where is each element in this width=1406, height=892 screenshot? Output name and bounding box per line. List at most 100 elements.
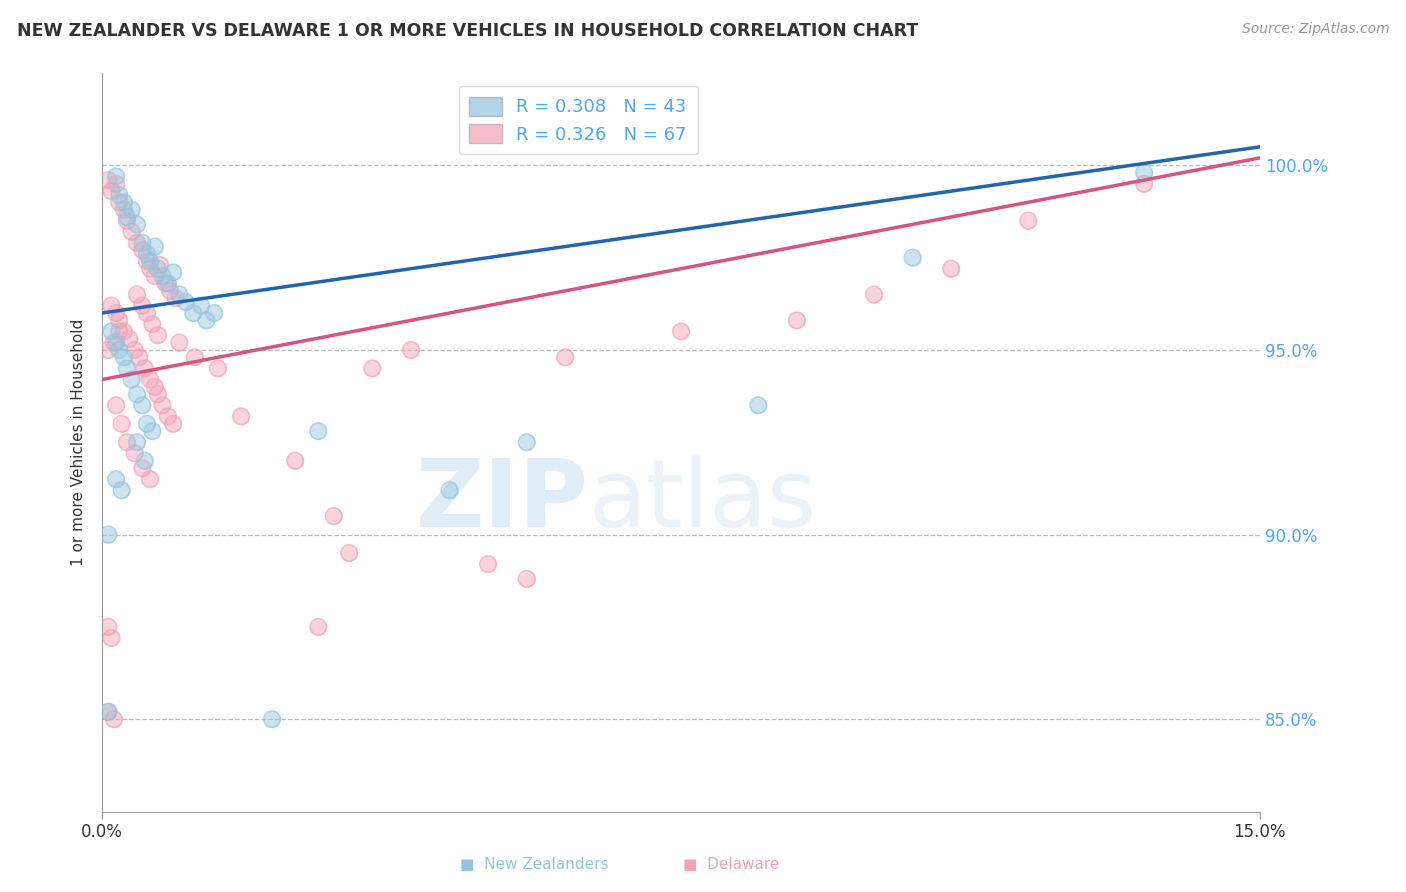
Point — [125, 218, 148, 232]
Point — [207, 361, 229, 376]
Point — [1133, 166, 1156, 180]
Point — [143, 380, 166, 394]
Point — [97, 705, 120, 719]
Point — [169, 335, 191, 350]
Legend: R = 0.308   N = 43, R = 0.326   N = 67: R = 0.308 N = 43, R = 0.326 N = 67 — [458, 86, 697, 154]
Point — [152, 398, 174, 412]
Point — [136, 247, 159, 261]
Point — [115, 435, 138, 450]
Point — [100, 631, 122, 645]
Point — [103, 712, 125, 726]
Point — [131, 398, 153, 412]
Point — [260, 712, 283, 726]
Point — [110, 417, 132, 431]
Point — [134, 361, 156, 376]
Point — [786, 313, 808, 327]
Point — [162, 265, 184, 279]
Point — [112, 351, 135, 365]
Point — [786, 313, 808, 327]
Point — [125, 435, 148, 450]
Point — [97, 620, 120, 634]
Point — [125, 387, 148, 401]
Point — [131, 398, 153, 412]
Point — [105, 169, 128, 184]
Point — [155, 277, 177, 291]
Point — [125, 387, 148, 401]
Point — [125, 287, 148, 301]
Point — [121, 372, 143, 386]
Point — [136, 254, 159, 268]
Point — [108, 313, 131, 327]
Point — [105, 398, 128, 412]
Point — [146, 261, 169, 276]
Point — [128, 351, 150, 365]
Point — [105, 177, 128, 191]
Point — [108, 343, 131, 357]
Point — [477, 557, 499, 571]
Point — [165, 291, 187, 305]
Point — [97, 705, 120, 719]
Text: Source: ZipAtlas.com: Source: ZipAtlas.com — [1241, 22, 1389, 37]
Point — [97, 705, 120, 719]
Point — [139, 261, 162, 276]
Point — [554, 351, 576, 365]
Point — [901, 251, 924, 265]
Point — [136, 306, 159, 320]
Text: ■  New Zealanders: ■ New Zealanders — [460, 857, 609, 872]
Point — [159, 284, 181, 298]
Point — [747, 398, 769, 412]
Point — [118, 332, 141, 346]
Point — [322, 509, 344, 524]
Point — [184, 351, 207, 365]
Point — [97, 620, 120, 634]
Point — [169, 287, 191, 301]
Point — [156, 409, 179, 424]
Text: NEW ZEALANDER VS DELAWARE 1 OR MORE VEHICLES IN HOUSEHOLD CORRELATION CHART: NEW ZEALANDER VS DELAWARE 1 OR MORE VEHI… — [17, 22, 918, 40]
Point — [97, 343, 120, 357]
Point — [439, 483, 461, 498]
Point — [190, 299, 212, 313]
Point — [108, 195, 131, 210]
Point — [174, 294, 197, 309]
Point — [162, 417, 184, 431]
Point — [941, 261, 963, 276]
Point — [174, 294, 197, 309]
Point — [103, 335, 125, 350]
Point — [108, 313, 131, 327]
Point — [97, 343, 120, 357]
Point — [139, 372, 162, 386]
Point — [1133, 177, 1156, 191]
Point — [110, 417, 132, 431]
Point — [125, 218, 148, 232]
Point — [143, 239, 166, 253]
Point — [136, 247, 159, 261]
Point — [115, 213, 138, 227]
Point — [152, 398, 174, 412]
Point — [516, 435, 538, 450]
Point — [165, 291, 187, 305]
Point — [159, 284, 181, 298]
Text: atlas: atlas — [589, 455, 817, 548]
Point — [181, 306, 204, 320]
Point — [747, 398, 769, 412]
Point — [169, 287, 191, 301]
Point — [121, 225, 143, 239]
Point — [100, 184, 122, 198]
Point — [134, 453, 156, 467]
Point — [125, 435, 148, 450]
Point — [131, 244, 153, 258]
Point — [231, 409, 253, 424]
Point — [128, 351, 150, 365]
Point — [322, 509, 344, 524]
Point — [131, 244, 153, 258]
Point — [139, 472, 162, 486]
Point — [115, 435, 138, 450]
Point — [139, 261, 162, 276]
Point — [284, 453, 307, 467]
Point — [195, 313, 218, 327]
Point — [112, 325, 135, 339]
Y-axis label: 1 or more Vehicles in Household: 1 or more Vehicles in Household — [72, 318, 86, 566]
Point — [115, 361, 138, 376]
Point — [105, 306, 128, 320]
Point — [152, 269, 174, 284]
